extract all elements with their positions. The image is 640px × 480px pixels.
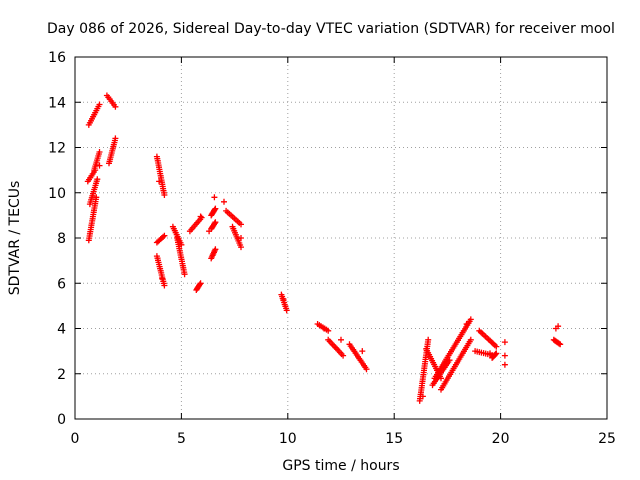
data-point [501,361,508,368]
data-point [556,340,563,347]
data-point [96,101,103,108]
data-point [211,206,218,213]
data-point [206,228,213,235]
data-point [425,336,432,343]
data-point [493,350,500,357]
x-tick-label: 10 [279,431,297,447]
data-point [96,149,103,155]
axis-ticks: 0 2 4 6 8 10 12 14 16 0 5 10 15 20 25 [48,50,616,447]
data-point [212,205,219,212]
data-point [156,178,163,185]
data-point [161,232,168,239]
y-tick-label: 0 [57,412,66,428]
data-point [280,296,287,303]
data-point [467,316,474,323]
data-point [160,233,167,240]
data-point [238,221,244,228]
data-point [419,393,426,400]
data-point [487,350,493,357]
data-point [161,192,168,198]
data-point [112,103,119,110]
data-point [446,357,453,364]
data-point [493,343,500,350]
data-point [555,323,562,330]
data-point [212,246,219,253]
data-point [340,352,347,359]
data-series [84,92,564,404]
data-point [238,235,244,241]
x-tick-label: 25 [598,431,616,447]
data-point [197,213,204,220]
data-point [181,271,188,278]
x-axis-label: GPS time / hours [282,458,399,474]
chart-title: Day 086 of 2026, Sidereal Day-to-day VTE… [47,21,615,37]
data-point [321,325,327,332]
data-point [94,176,101,183]
data-point [467,336,474,343]
y-tick-label: 6 [57,276,66,292]
data-point [363,366,370,373]
data-point [359,348,366,355]
data-point [211,194,218,201]
data-point [211,220,218,227]
data-point [501,339,508,346]
data-point [197,280,204,287]
y-tick-label: 12 [48,141,66,157]
y-tick-label: 8 [57,231,66,247]
y-tick-label: 14 [48,95,66,111]
x-tick-label: 5 [177,431,186,447]
data-point [283,307,290,314]
data-point [112,135,119,142]
data-point [196,281,203,288]
y-tick-label: 10 [48,186,66,202]
data-point [96,162,103,169]
data-point [159,275,166,282]
y-axis-label: SDTVAR / TECUs [7,181,23,296]
x-tick-label: 15 [385,431,403,447]
data-point [463,321,470,327]
data-point [198,214,205,221]
data-point [325,327,332,334]
y-tick-label: 16 [48,50,66,66]
grid [75,57,607,419]
data-point [338,336,344,343]
data-point [212,219,219,226]
data-point [161,282,168,289]
data-point [492,351,499,358]
y-tick-label: 4 [57,322,66,338]
y-tick-label: 2 [57,367,66,383]
data-point [238,244,244,251]
x-tick-label: 0 [71,431,80,447]
data-point [557,341,564,348]
data-point [93,194,100,201]
x-tick-label: 20 [492,431,510,447]
data-point [501,352,508,359]
data-point [221,198,227,205]
